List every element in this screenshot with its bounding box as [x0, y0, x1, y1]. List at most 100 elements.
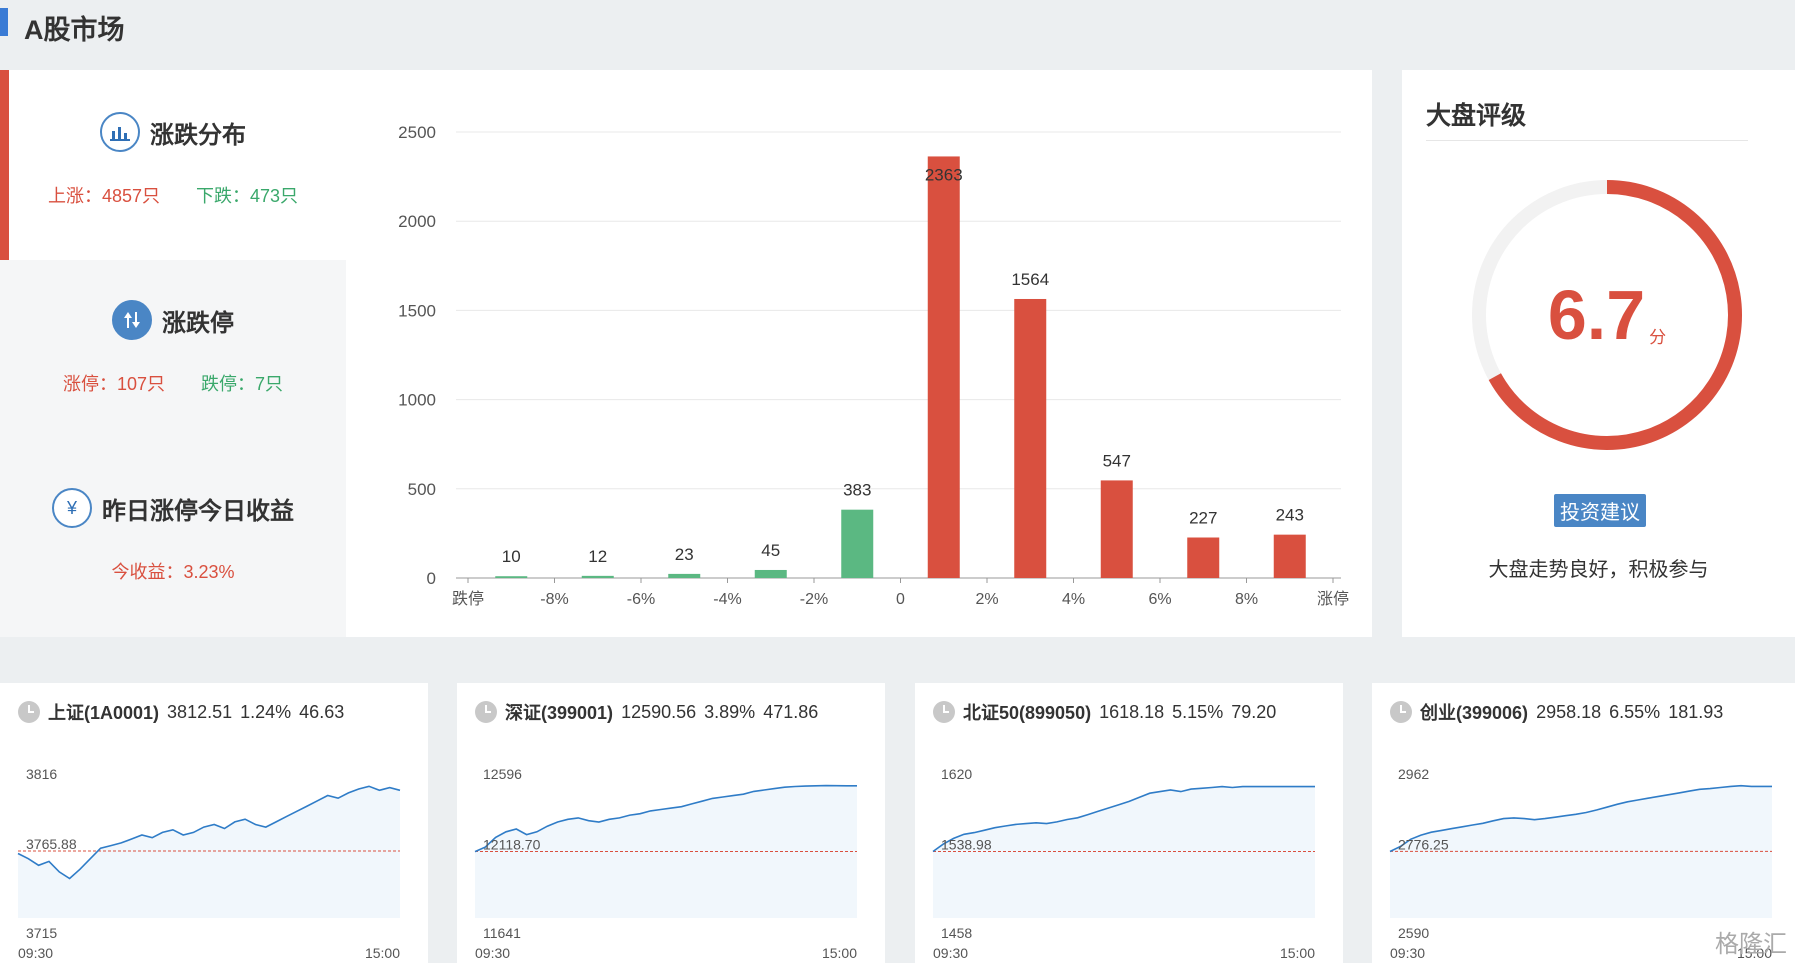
bar-value-label: 2363 [925, 165, 963, 184]
price-line [474, 784, 857, 853]
yen-icon: ¥ [52, 488, 92, 528]
area-fill [18, 786, 400, 918]
bar [754, 569, 787, 578]
stat-yesterday[interactable]: ¥ 昨日涨停今日收益 今收益：3.23% [0, 450, 346, 637]
y-tick-label: 1000 [398, 391, 436, 410]
page-title: A股市场 [24, 15, 125, 45]
advice-badge[interactable]: 投资建议 [1554, 494, 1646, 527]
bar-value-label: 45 [761, 541, 780, 560]
start-time-label: 09:30 [933, 945, 968, 961]
index-price: 1618.18 [1099, 701, 1165, 722]
bar-value-label: 23 [675, 545, 694, 564]
end-time-label: 15:00 [822, 945, 857, 961]
intraday-chart: 2962 2776.25 2590 09:30 15:00 [1389, 766, 1772, 961]
base-label: 1538.98 [941, 837, 992, 853]
bar [1187, 537, 1220, 578]
stat-yesterday-title: 昨日涨停今日收益 [102, 497, 294, 525]
down-count: 下跌：473只 [196, 186, 299, 206]
x-tick-label: -8% [540, 591, 568, 608]
base-label: 3765.88 [26, 836, 77, 852]
bar [1100, 480, 1133, 578]
index-card-sh[interactable]: 上证(1A0001) 3812.51 1.24% 46.63 3816 3765.… [0, 683, 428, 963]
price-line [932, 785, 1315, 853]
bar-value-label: 12 [588, 547, 607, 566]
distribution-chart-panel: 0 500 1000 1500 2000 2500 跌停 -8% -6% -4% -2% 0 2% 4% 6… [346, 70, 1372, 637]
start-time-label: 09:30 [18, 945, 53, 961]
end-time-label: 15:00 [365, 945, 400, 961]
bar-value-label: 383 [843, 481, 871, 500]
stats-panel: 涨跌分布 上涨：4857只 下跌：473只 涨跌停 涨停：107只 跌停：7只 … [0, 70, 346, 637]
x-tick-label: -4% [713, 591, 741, 608]
high-label: 2962 [1398, 766, 1429, 782]
intraday-chart: 3816 3765.88 3715 09:30 15:00 [17, 766, 401, 961]
x-tick-label: 6% [1148, 591, 1171, 608]
header-accent-bar [0, 8, 8, 36]
y-tick-label: 1500 [398, 301, 436, 320]
section-header: A股市场 [0, 0, 1795, 48]
area-fill [933, 786, 1315, 918]
end-time-label: 15:00 [1280, 945, 1315, 961]
high-label: 12596 [483, 766, 522, 782]
x-tick-label: 0 [896, 591, 905, 608]
x-tick-label: -2% [800, 591, 828, 608]
stat-distribution-title: 涨跌分布 [150, 121, 246, 149]
index-name: 北证50(899050) [963, 703, 1092, 723]
low-label: 2590 [1398, 925, 1429, 941]
yesterday-return: 今收益：3.23% [111, 562, 235, 582]
index-chg: 181.93 [1668, 701, 1724, 722]
base-label: 12118.70 [483, 836, 541, 852]
index-chg: 471.86 [763, 701, 819, 722]
advice-text: 大盘走势良好，积极参与 [1488, 559, 1709, 581]
index-name: 创业(399006) [1420, 703, 1529, 723]
intraday-chart: 12596 12118.70 11641 09:30 15:00 [474, 766, 857, 961]
price-line [1389, 784, 1772, 853]
limit-down-count: 跌停：7只 [201, 374, 284, 394]
intraday-chart: 1620 1538.98 1458 09:30 15:00 [932, 766, 1315, 961]
index-pct: 3.89% [704, 701, 756, 722]
rating-title: 大盘评级 [1426, 102, 1527, 130]
bar-chart-icon [100, 112, 140, 152]
clock-icon [475, 701, 497, 723]
stat-limit[interactable]: 涨跌停 涨停：107只 跌停：7只 [0, 260, 346, 450]
up-down-arrows-icon [112, 300, 152, 340]
rating-score: 6.7 [1547, 276, 1646, 354]
x-tick-label: 2% [975, 591, 998, 608]
stat-distribution[interactable]: 涨跌分布 上涨：4857只 下跌：473只 [0, 70, 346, 260]
x-tick-label: 8% [1235, 591, 1258, 608]
clock-icon [933, 701, 955, 723]
index-chg: 46.63 [299, 701, 345, 722]
gauge-arc [1488, 180, 1742, 450]
bar-value-label: 10 [502, 547, 521, 566]
bar-value-label: 547 [1103, 451, 1131, 470]
index-pct: 1.24% [240, 701, 292, 722]
bar-value-label: 1564 [1011, 270, 1049, 289]
index-card-bz50[interactable]: 北证50(899050) 1618.18 5.15% 79.20 1620 153… [915, 683, 1343, 963]
watermark-logo: 格隆汇 [1715, 931, 1787, 958]
y-tick-label: 0 [427, 569, 436, 588]
high-label: 3816 [26, 766, 57, 782]
index-card-sz[interactable]: 深证(399001) 12590.56 3.89% 471.86 12596 12… [457, 683, 885, 963]
index-pct: 5.15% [1172, 701, 1224, 722]
index-card-cy[interactable]: 创业(399006) 2958.18 6.55% 181.93 2962 2776… [1372, 683, 1795, 963]
rating-unit: 分 [1649, 327, 1667, 347]
clock-icon [18, 701, 40, 723]
x-tick-label: 涨停 [1317, 590, 1349, 608]
base-label: 2776.25 [1398, 836, 1449, 852]
high-label: 1620 [941, 766, 972, 782]
index-price: 12590.56 [621, 701, 697, 722]
bar [495, 576, 528, 578]
low-label: 3715 [26, 925, 57, 941]
bar [1273, 534, 1306, 578]
x-tick-label: 跌停 [452, 590, 484, 608]
x-tick-label: -6% [627, 591, 655, 608]
bar [1014, 298, 1047, 578]
stat-limit-title: 涨跌停 [162, 309, 234, 337]
low-label: 11641 [483, 925, 521, 941]
rating-gauge [1472, 180, 1742, 450]
start-time-label: 09:30 [475, 945, 510, 961]
clock-icon [1390, 701, 1412, 723]
low-label: 1458 [941, 925, 972, 941]
index-chg: 79.20 [1231, 701, 1277, 722]
y-tick-label: 2500 [398, 123, 436, 142]
up-count: 上涨：4857只 [47, 186, 160, 206]
